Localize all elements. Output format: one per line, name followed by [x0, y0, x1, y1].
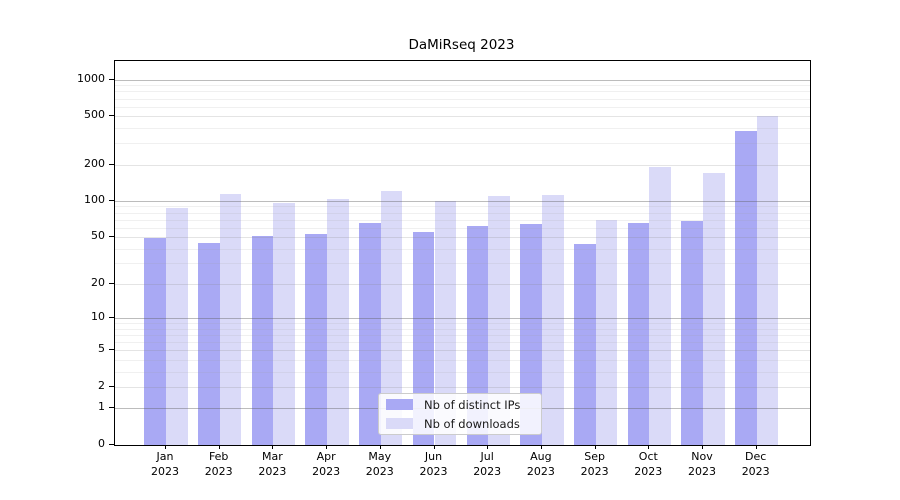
bar-downloads-oct: [649, 167, 671, 445]
y-tick-label-100: 100: [84, 192, 105, 206]
y-tick-label-10: 10: [91, 310, 105, 324]
y-tick-label-5: 5: [98, 342, 105, 356]
bar-downloads-nov: [703, 172, 725, 445]
legend-item-distinct-ips: Nb of distinct IPs: [386, 396, 534, 413]
legend-item-downloads: Nb of downloads: [386, 415, 534, 432]
y-tick-mark-100: [109, 199, 114, 201]
bar-downloads-jul: [488, 196, 510, 445]
bar-distinct-ips-jan: [144, 238, 166, 445]
legend: Nb of distinct IPs Nb of downloads: [378, 393, 542, 435]
y-tick-label-20: 20: [91, 276, 105, 290]
y-tick-mark-200: [109, 163, 114, 165]
bars-layer: [115, 61, 810, 445]
bar-downloads-jan: [166, 208, 188, 445]
y-tick-mark-10: [109, 317, 114, 319]
bar-downloads-aug: [541, 195, 564, 445]
y-tick-label-200: 200: [84, 156, 105, 170]
y-tick-mark-0: [109, 444, 114, 445]
x-tick-mark-oct: [648, 445, 650, 449]
y-tick-label-0: 0: [98, 437, 105, 450]
y-tick-label-50: 50: [91, 229, 105, 243]
x-tick-label-oct: Oct 2023: [634, 450, 663, 478]
x-tick-label-feb: Feb 2023: [204, 450, 233, 478]
bar-downloads-jun: [434, 200, 457, 445]
legend-swatch-downloads: [386, 418, 413, 429]
bar-distinct-ips-nov: [681, 221, 703, 445]
x-tick-mark-may: [379, 445, 381, 449]
y-tick-mark-5: [109, 349, 114, 351]
x-tick-mark-mar: [272, 445, 274, 449]
x-tick-label-apr: Apr 2023: [312, 450, 341, 478]
chart-title: DaMiRseq 2023: [408, 37, 515, 53]
y-tick-label-1: 1: [98, 400, 105, 414]
x-tick-label-jun: Jun 2023: [419, 450, 448, 478]
bar-distinct-ips-feb: [198, 242, 220, 445]
x-tick-mark-dec: [755, 445, 757, 449]
x-tick-mark-feb: [218, 445, 220, 449]
x-tick-mark-jan: [165, 445, 166, 449]
x-tick-label-nov: Nov 2023: [688, 450, 716, 478]
y-tick-label-1000: 1000: [77, 71, 105, 85]
x-tick-label-jul: Jul 2023: [473, 450, 502, 478]
x-tick-mark-nov: [702, 445, 703, 449]
legend-label-distinct-ips: Nb of distinct IPs: [424, 397, 521, 412]
x-tick-mark-jul: [487, 445, 489, 449]
bar-distinct-ips-apr: [305, 234, 328, 445]
y-tick-mark-1000: [109, 78, 114, 80]
x-tick-mark-sep: [594, 445, 596, 449]
x-tick-label-mar: Mar 2023: [258, 450, 287, 478]
bar-distinct-ips-sep: [573, 243, 596, 445]
y-tick-mark-50: [109, 236, 114, 238]
x-tick-mark-jun: [433, 445, 435, 449]
bar-distinct-ips-dec: [735, 130, 757, 445]
x-tick-label-jan: Jan 2023: [151, 450, 179, 478]
y-tick-mark-2: [109, 385, 114, 387]
x-tick-label-sep: Sep 2023: [580, 450, 609, 478]
plot-area: [114, 60, 811, 446]
bar-downloads-sep: [595, 219, 618, 445]
x-tick-label-dec: Dec 2023: [741, 450, 770, 478]
bar-distinct-ips-oct: [627, 223, 650, 445]
y-tick-label-500: 500: [84, 108, 105, 122]
y-tick-mark-20: [109, 283, 114, 285]
bar-distinct-ips-may: [359, 223, 381, 445]
bar-distinct-ips-jul: [466, 225, 489, 445]
legend-label-downloads: Nb of downloads: [424, 416, 520, 431]
y-tick-mark-500: [109, 115, 114, 117]
x-tick-label-may: May 2023: [365, 450, 394, 478]
bar-downloads-feb: [219, 193, 242, 445]
bar-downloads-apr: [327, 198, 349, 445]
bar-distinct-ips-jun: [412, 232, 435, 445]
bar-downloads-mar: [273, 203, 296, 445]
y-tick-mark-1: [109, 407, 114, 409]
bar-downloads-dec: [756, 116, 779, 445]
bar-distinct-ips-mar: [251, 236, 274, 445]
bar-distinct-ips-aug: [520, 224, 542, 445]
y-tick-label-2: 2: [98, 378, 105, 392]
bar-downloads-may: [380, 191, 403, 445]
x-tick-mark-apr: [326, 445, 328, 449]
x-tick-label-aug: Aug 2023: [526, 450, 555, 478]
legend-swatch-distinct-ips: [386, 399, 413, 410]
x-tick-mark-aug: [540, 445, 542, 449]
